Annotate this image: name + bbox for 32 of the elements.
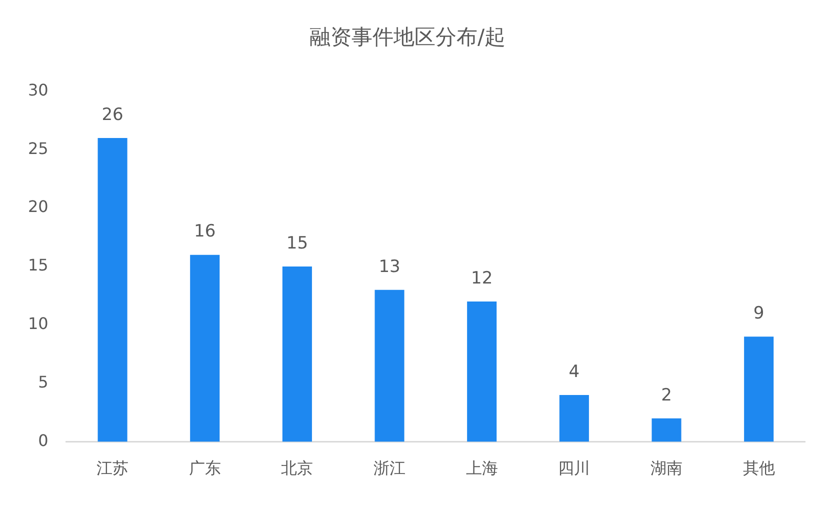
data-label: 16 bbox=[194, 222, 216, 242]
x-tick-label: 浙江 bbox=[374, 458, 406, 478]
y-tick-label: 30 bbox=[28, 80, 48, 100]
bar bbox=[190, 254, 220, 442]
x-tick-label: 江苏 bbox=[96, 458, 129, 478]
x-tick-label: 上海 bbox=[466, 458, 498, 478]
data-label: 2 bbox=[661, 385, 672, 406]
y-tick-label: 0 bbox=[38, 430, 48, 450]
bar bbox=[652, 418, 682, 442]
data-label: 9 bbox=[753, 304, 764, 324]
y-tick-label: 25 bbox=[28, 138, 48, 158]
data-label: 13 bbox=[378, 256, 400, 277]
bar bbox=[374, 290, 404, 442]
x-tick-label: 四川 bbox=[558, 458, 590, 478]
y-tick-label: 5 bbox=[38, 372, 48, 392]
x-tick-label: 广东 bbox=[188, 458, 221, 478]
bar bbox=[744, 336, 774, 442]
y-tick-label: 10 bbox=[28, 314, 48, 334]
bar bbox=[559, 395, 589, 442]
data-label: 12 bbox=[471, 268, 493, 288]
data-label: 26 bbox=[102, 104, 124, 125]
bar bbox=[282, 266, 312, 442]
x-tick-label: 其他 bbox=[742, 458, 775, 478]
bar bbox=[467, 302, 497, 442]
data-label: 15 bbox=[286, 233, 308, 254]
x-tick-label: 北京 bbox=[281, 458, 314, 478]
chart-title: 融资事件地区分布/起 bbox=[309, 25, 506, 50]
bar bbox=[98, 138, 128, 442]
y-tick-label: 15 bbox=[28, 256, 48, 275]
x-tick-label: 湖南 bbox=[650, 458, 683, 478]
y-tick-label: 20 bbox=[28, 197, 48, 216]
data-label: 4 bbox=[568, 362, 580, 382]
